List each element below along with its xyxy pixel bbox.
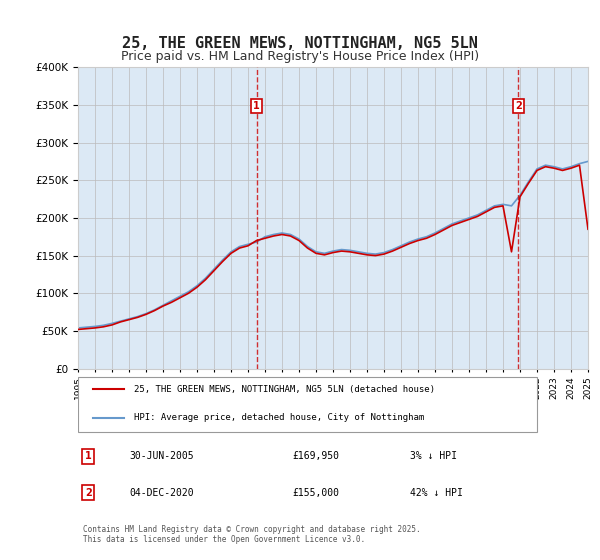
FancyBboxPatch shape <box>78 377 537 432</box>
Text: 04-DEC-2020: 04-DEC-2020 <box>129 488 194 498</box>
Text: 30-JUN-2005: 30-JUN-2005 <box>129 451 194 461</box>
Text: 1: 1 <box>253 101 260 111</box>
Text: 2: 2 <box>85 488 92 498</box>
Text: 1: 1 <box>85 451 92 461</box>
Text: Contains HM Land Registry data © Crown copyright and database right 2025.
This d: Contains HM Land Registry data © Crown c… <box>83 525 421 544</box>
Text: HPI: Average price, detached house, City of Nottingham: HPI: Average price, detached house, City… <box>134 413 424 422</box>
Text: Price paid vs. HM Land Registry's House Price Index (HPI): Price paid vs. HM Land Registry's House … <box>121 50 479 63</box>
Text: 3% ↓ HPI: 3% ↓ HPI <box>409 451 457 461</box>
Text: 2: 2 <box>515 101 521 111</box>
Text: £155,000: £155,000 <box>292 488 339 498</box>
Text: 25, THE GREEN MEWS, NOTTINGHAM, NG5 5LN: 25, THE GREEN MEWS, NOTTINGHAM, NG5 5LN <box>122 36 478 52</box>
Text: 42% ↓ HPI: 42% ↓ HPI <box>409 488 463 498</box>
Text: £169,950: £169,950 <box>292 451 339 461</box>
Text: 25, THE GREEN MEWS, NOTTINGHAM, NG5 5LN (detached house): 25, THE GREEN MEWS, NOTTINGHAM, NG5 5LN … <box>134 385 435 394</box>
